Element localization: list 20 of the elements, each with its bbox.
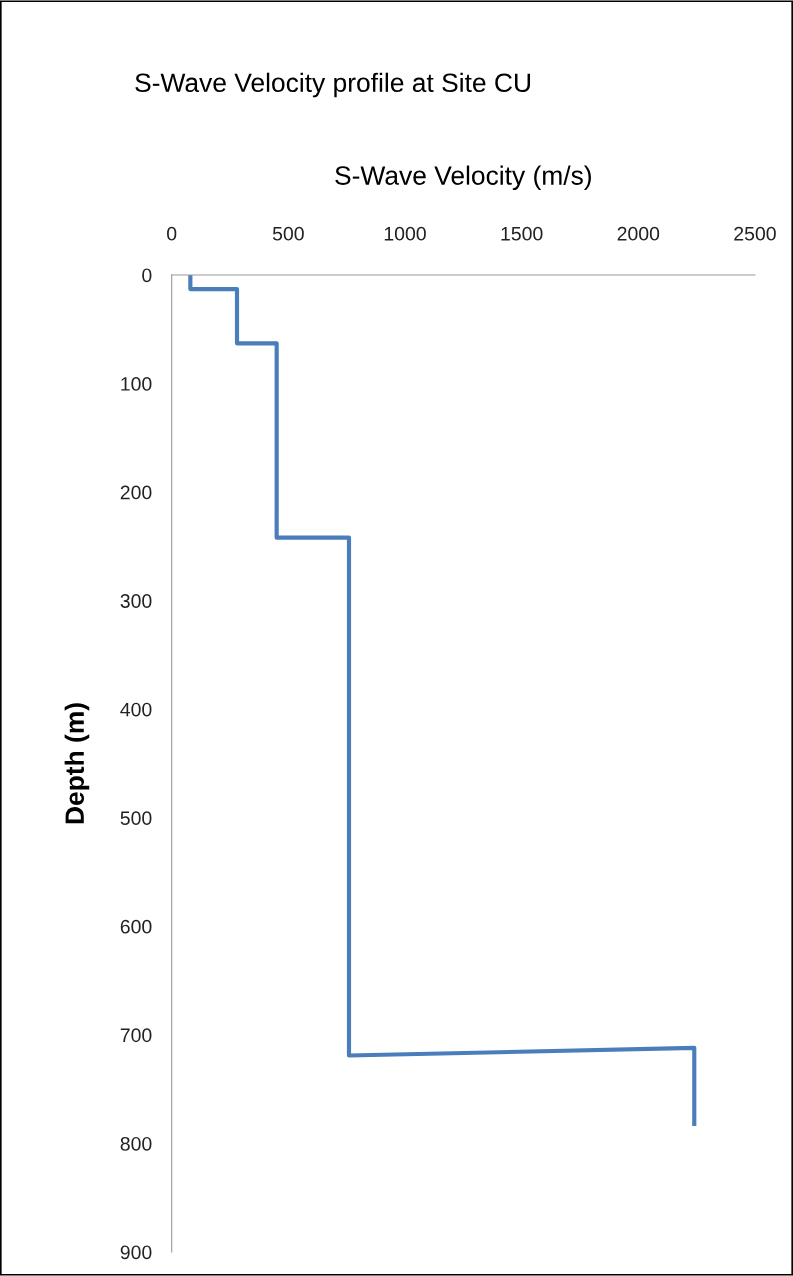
y-tick-label: 100 <box>121 377 152 391</box>
x-tick-label: 1500 <box>501 226 543 241</box>
x-axis-title: S-Wave Velocity (m/s) <box>335 165 591 191</box>
y-tick-label: 0 <box>142 268 152 283</box>
y-tick-label: 400 <box>120 702 152 717</box>
y-tick-label: 900 <box>120 1245 152 1260</box>
x-tick-label: 2000 <box>617 226 660 241</box>
y-axis-title: Depth (m) <box>64 703 90 824</box>
x-tick-label: 500 <box>272 226 304 241</box>
x-tick-label: 1000 <box>384 226 426 241</box>
chart-title: S-Wave Velocity profile at Site CU <box>135 72 530 98</box>
y-tick-label: 800 <box>120 1136 152 1151</box>
line-series <box>188 274 697 1126</box>
y-tick-label: 700 <box>120 1028 152 1043</box>
x-tick-label: 0 <box>167 226 177 241</box>
y-tick-label: 300 <box>120 594 152 608</box>
y-tick-label: 500 <box>120 811 152 826</box>
y-tick-label: 200 <box>120 485 152 500</box>
y-tick-label: 600 <box>120 919 152 934</box>
x-tick-label: 2500 <box>734 226 776 241</box>
